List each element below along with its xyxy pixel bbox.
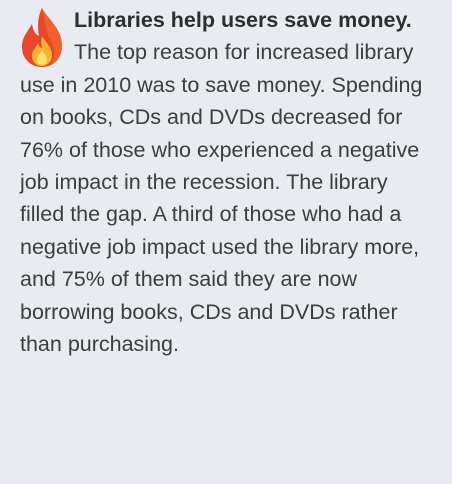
heading: Libraries help users save money.: [74, 8, 412, 32]
body-text: The top reason for increased library use…: [20, 40, 423, 357]
flame-icon: [22, 8, 62, 67]
